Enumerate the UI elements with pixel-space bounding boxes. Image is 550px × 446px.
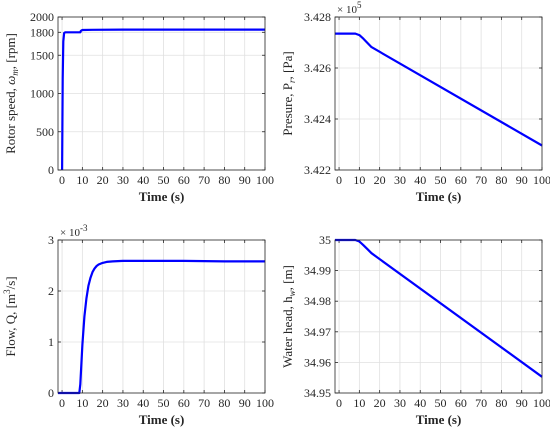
x-tick-label: 20 (374, 173, 386, 187)
y-tick-label: 1 (48, 335, 54, 349)
y-tick-label: 34.97 (304, 325, 331, 339)
x-tick-label: 30 (394, 173, 406, 187)
x-tick-label: 60 (178, 396, 190, 410)
x-tick-label: 40 (414, 173, 426, 187)
axes-frame (57, 239, 266, 394)
y-tick-label: 3.428 (304, 10, 331, 24)
plot-area (58, 240, 265, 393)
y-tick-label: 34.99 (304, 264, 331, 278)
y-tick-label: 500 (36, 125, 54, 139)
x-tick-label: 30 (117, 396, 129, 410)
axis-exponent-label: × 105 (337, 0, 362, 16)
x-tick-label: 0 (336, 173, 342, 187)
x-tick-label: 100 (256, 173, 274, 187)
y-axis-label: Rotor speed, ωm, [rpm] (3, 33, 20, 154)
x-tick-label: 100 (533, 173, 550, 187)
x-tick-label: 60 (178, 173, 190, 187)
x-tick-label: 80 (218, 173, 230, 187)
y-tick-label: 2 (48, 284, 54, 298)
axes-frame (334, 16, 543, 171)
x-tick-label: 70 (198, 173, 210, 187)
x-tick-label: 100 (256, 396, 274, 410)
x-tick-label: 50 (435, 396, 447, 410)
chart-flow: 0 10 20 30 40 50 60 70 80 90 100 0 1 2 3 × 10-3 Time (s)… (2, 223, 274, 427)
y-tick-label: 3.424 (304, 112, 331, 126)
axis-exponent-label: × 10-3 (60, 223, 88, 239)
series-line (58, 259, 265, 395)
x-tick-label: 20 (97, 173, 109, 187)
y-tick-label: 34.95 (304, 386, 331, 400)
y-axis-label: Water head, hw, [m] (280, 265, 297, 368)
x-tick-label: 60 (455, 173, 467, 187)
x-tick-label: 10 (353, 396, 365, 410)
y-axis-label: Flow, Q, [m3/s] (2, 276, 18, 356)
x-tick-label: 60 (455, 396, 467, 410)
x-axis-label: Time (s) (139, 189, 185, 204)
y-tick-label: 34.96 (304, 355, 331, 369)
y-tick-label: 0 (48, 386, 54, 400)
x-tick-label: 100 (533, 396, 550, 410)
x-tick-label: 90 (239, 173, 251, 187)
y-tick-label: 35 (319, 233, 331, 247)
x-tick-label: 90 (516, 396, 528, 410)
y-tick-label: 2000 (30, 10, 54, 24)
y-tick-label: 3 (48, 233, 54, 247)
series-line (335, 32, 543, 147)
x-tick-label: 70 (475, 396, 487, 410)
x-tick-label: 80 (495, 173, 507, 187)
x-tick-label: 80 (495, 396, 507, 410)
x-tick-label: 90 (239, 396, 251, 410)
x-tick-label: 0 (59, 396, 65, 410)
x-tick-label: 70 (475, 173, 487, 187)
x-tick-label: 50 (158, 173, 170, 187)
y-tick-label: 3.426 (304, 61, 331, 75)
series-line (61, 28, 265, 171)
chart-pressure: 0 10 20 30 40 50 60 70 80 90 100 3.422 3.424 3.426 3.4… (280, 0, 550, 204)
x-tick-label: 30 (117, 173, 129, 187)
plot-area (335, 240, 542, 393)
chart-rotor-speed: 0 10 20 30 40 50 60 70 80 90 100050010001500180020… (3, 10, 274, 204)
x-tick-label: 10 (353, 173, 365, 187)
x-tick-label: 0 (59, 173, 65, 187)
x-tick-label: 30 (394, 396, 406, 410)
x-tick-label: 40 (414, 396, 426, 410)
plot-area (335, 17, 542, 170)
axes-frame (57, 16, 266, 171)
y-tick-label: 3.422 (304, 163, 331, 177)
x-tick-label: 40 (137, 173, 149, 187)
y-tick-label: 1000 (30, 87, 54, 101)
x-tick-label: 50 (435, 173, 447, 187)
chart-water-head: 0 10 20 30 40 50 60 70 80 90 100 34.95 34.96 34.97 34.… (280, 233, 550, 427)
x-tick-label: 20 (97, 396, 109, 410)
x-tick-label: 70 (198, 396, 210, 410)
y-tick-label: 1800 (30, 25, 54, 39)
x-tick-label: 90 (516, 173, 528, 187)
x-tick-label: 50 (158, 396, 170, 410)
x-tick-label: 10 (76, 396, 88, 410)
x-tick-label: 10 (76, 173, 88, 187)
y-tick-label: 0 (48, 163, 54, 177)
x-tick-label: 20 (374, 396, 386, 410)
y-tick-label: 1500 (30, 48, 54, 62)
x-tick-label: 80 (218, 396, 230, 410)
y-tick-label: 34.98 (304, 294, 331, 308)
y-axis-label: Presure, Pr, [Pa] (280, 51, 297, 135)
axes-frame (334, 239, 543, 394)
x-tick-label: 40 (137, 396, 149, 410)
x-axis-label: Time (s) (416, 412, 462, 427)
x-tick-label: 0 (336, 396, 342, 410)
x-axis-label: Time (s) (416, 189, 462, 204)
x-axis-label: Time (s) (139, 412, 185, 427)
